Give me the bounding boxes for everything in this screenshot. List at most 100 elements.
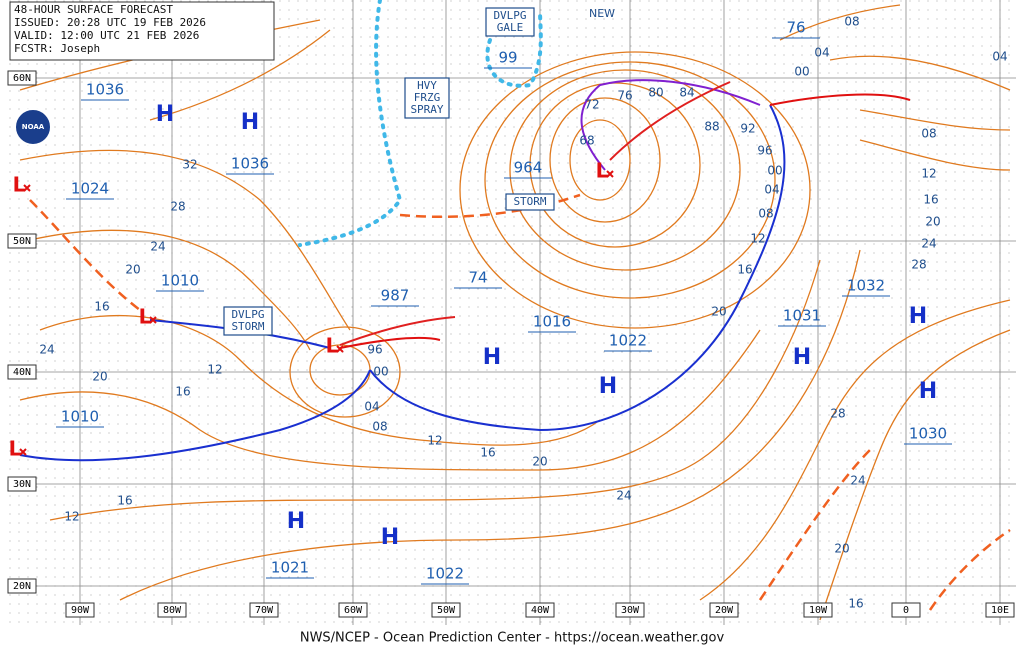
fronts: [19, 0, 1011, 611]
low-center: L: [13, 173, 26, 197]
lat-label-box: [7, 476, 37, 492]
logo-text: NOAA: [22, 123, 45, 131]
header-line: FCSTR: Joseph: [14, 42, 100, 55]
high-center: H: [919, 379, 937, 404]
lat-label-box: [7, 364, 37, 380]
low-center: L: [9, 437, 22, 461]
lat-label-box: [7, 70, 37, 86]
isobar-label: 12: [64, 510, 79, 524]
longitude-label: 50W: [437, 605, 456, 616]
pressure-value: 1031: [783, 307, 821, 325]
lat-label-box: [7, 578, 37, 594]
isobar-label: 28: [830, 407, 845, 421]
pressure-value: 964: [514, 159, 543, 177]
isobar-label: 16: [117, 494, 132, 508]
isobar-label: 32: [182, 158, 197, 172]
annotation-text: NEW: [589, 7, 615, 20]
pressure-value: 1021: [271, 559, 309, 577]
isobar-label: 20: [925, 215, 940, 229]
isobar-label: 24: [616, 489, 631, 503]
annotation-box: [505, 193, 555, 211]
isobar-label: 24: [850, 474, 865, 488]
annotation-text: FRZG: [414, 91, 441, 104]
latitude-label: 20N: [13, 581, 31, 592]
pressure-value: 99: [498, 49, 517, 67]
low-center: L: [326, 334, 339, 358]
isobar-label: 24: [39, 343, 54, 357]
isobar-label: 20: [92, 370, 107, 384]
longitude-label: 0: [903, 605, 909, 616]
isobar-label: 16: [480, 446, 495, 460]
isobar-label: 92: [740, 122, 755, 136]
lon-label-box: [65, 602, 95, 618]
lon-label-box: [431, 602, 461, 618]
lon-label-box: [525, 602, 555, 618]
lon-label-box: [615, 602, 645, 618]
isobar-label: 04: [992, 50, 1007, 64]
lon-label-box: [157, 602, 187, 618]
pressure-value: 1024: [71, 180, 109, 198]
pressure-value: 74: [468, 269, 487, 287]
isobar-label: 16: [737, 263, 752, 277]
lon-label-box: [709, 602, 739, 618]
longitude-label: 80W: [163, 605, 182, 616]
isobar-label: 04: [764, 183, 779, 197]
high-center: H: [909, 304, 927, 329]
longitude-label: 10W: [809, 605, 828, 616]
isobar-label: 00: [794, 65, 809, 79]
isobar-label: 00: [373, 365, 388, 379]
latitude-label: 40N: [13, 367, 31, 378]
isobar-label: 24: [150, 240, 165, 254]
isobar-label: 20: [711, 305, 726, 319]
pressure-value: 1036: [86, 81, 124, 99]
isobar-label: 88: [704, 120, 719, 134]
isobar-label: 04: [814, 46, 829, 60]
low-center: L: [596, 159, 609, 183]
isobar-label: 16: [848, 597, 863, 611]
header-box: [9, 1, 275, 61]
header-line: VALID: 12:00 UTC 21 FEB 2026: [14, 29, 199, 42]
pressure-value: 1022: [426, 565, 464, 583]
isobar-label: 00: [767, 164, 782, 178]
high-center: H: [241, 110, 259, 135]
pressure-value: 1010: [161, 272, 199, 290]
annotation-text: DVLPG: [231, 308, 264, 321]
isobar-label: 08: [844, 15, 859, 29]
isobar-label: 08: [372, 420, 387, 434]
longitude-label: 90W: [71, 605, 90, 616]
longitude-label: 10E: [991, 605, 1009, 616]
high-center: H: [599, 374, 617, 399]
isobar-label: 68: [579, 134, 594, 148]
annotation-text: DVLPG: [493, 9, 526, 22]
pressure-value: 1030: [909, 425, 947, 443]
isobar-label: 12: [750, 232, 765, 246]
longitude-label: 60W: [344, 605, 363, 616]
isobar-label: 72: [584, 98, 599, 112]
isobar-label: 04: [364, 400, 379, 414]
isobar-label: 20: [834, 542, 849, 556]
pressure-value: 76: [786, 19, 805, 37]
annotation-text: STORM: [231, 320, 264, 333]
isobar-label: 20: [532, 455, 547, 469]
isobar-label: 12: [921, 167, 936, 181]
annotation-text: HVY: [417, 79, 437, 92]
latitude-label: 60N: [13, 73, 31, 84]
low-x: [606, 170, 614, 178]
high-center: H: [793, 345, 811, 370]
lat-label-box: [7, 233, 37, 249]
logo: [14, 108, 52, 146]
low-center: L: [139, 305, 152, 329]
labels: 60N 50N 40N 30N 20N 90W 80W 70W 60W 50W 40W 30W 20W 1…: [7, 7, 1015, 618]
pressure-value: 1016: [533, 313, 571, 331]
isobar-label: 24: [921, 237, 936, 251]
high-center: H: [156, 102, 174, 127]
pressure-value: 1032: [847, 277, 885, 295]
high-center: H: [381, 525, 399, 550]
longitude-label: 70W: [255, 605, 274, 616]
isobar-label: 08: [921, 127, 936, 141]
isobar-label: 28: [170, 200, 185, 214]
isobar-label: 08: [758, 207, 773, 221]
lon-label-box: [338, 602, 368, 618]
map-background: [8, 0, 1016, 625]
